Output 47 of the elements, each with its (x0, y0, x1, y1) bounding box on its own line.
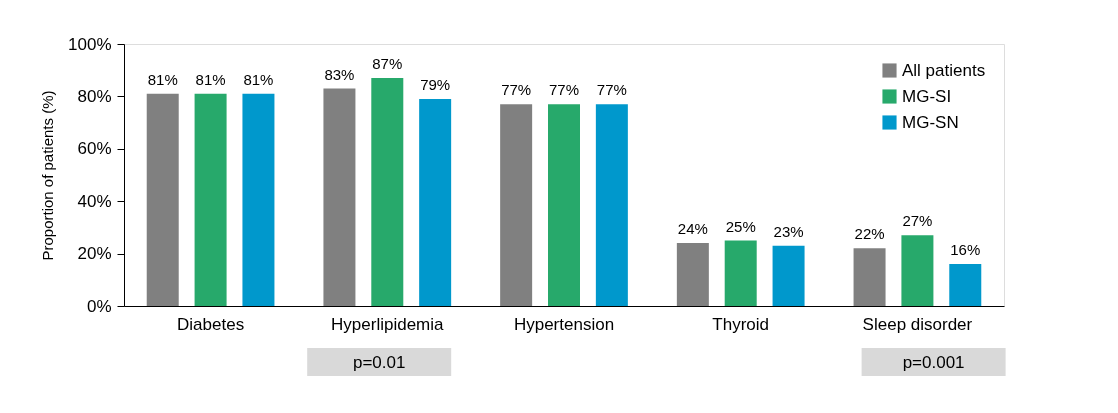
bar (901, 235, 934, 306)
legend-label: MG-SI (902, 86, 952, 106)
y-tick-label: 60% (77, 139, 112, 159)
data-label: 22% (854, 225, 885, 243)
bar (371, 78, 404, 306)
x-tick-label: Thyroid (712, 314, 770, 334)
y-tick-label: 100% (68, 34, 112, 54)
data-label: 81% (147, 70, 178, 88)
text: p=0.001 (902, 353, 965, 372)
bar (146, 93, 179, 306)
data-label: 27% (902, 212, 933, 230)
y-tick-label: 80% (77, 86, 112, 106)
y-tick-label: 40% (77, 191, 112, 211)
data-label: 77% (501, 81, 532, 99)
bar (949, 264, 982, 306)
x-tick-label: Diabetes (177, 314, 245, 334)
data-label: 16% (950, 241, 981, 259)
y-axis-title: Proportion of patients (%) (39, 90, 57, 261)
x-tick-label: Sleep disorder (862, 314, 973, 334)
data-label: 79% (420, 76, 451, 94)
data-label: 81% (243, 70, 274, 88)
bar (548, 104, 580, 306)
bar (595, 104, 628, 306)
data-label: 24% (677, 220, 708, 238)
y-tick-label: 0% (86, 296, 112, 316)
bar (419, 99, 452, 306)
y-tick-label: 20% (77, 244, 112, 264)
bar (323, 88, 356, 306)
text: p=0.01 (352, 353, 406, 372)
bar (194, 93, 227, 306)
bar (724, 240, 757, 306)
x-tick-label: Hypertension (513, 314, 615, 334)
data-label: 23% (773, 222, 804, 240)
legend-label: All patients (902, 60, 986, 80)
data-label: 25% (725, 217, 756, 235)
bar (500, 104, 533, 306)
data-label: 87% (372, 55, 403, 73)
data-label: 83% (324, 65, 355, 83)
bar (772, 245, 805, 306)
data-label: 77% (596, 81, 627, 99)
bar (853, 248, 886, 306)
legend-label: MG-SN (902, 112, 959, 132)
bar (242, 93, 275, 306)
x-tick-label: Hyperlipidemia (331, 314, 445, 334)
bar (676, 243, 709, 306)
data-label: 77% (548, 81, 580, 99)
data-label: 81% (195, 70, 226, 88)
